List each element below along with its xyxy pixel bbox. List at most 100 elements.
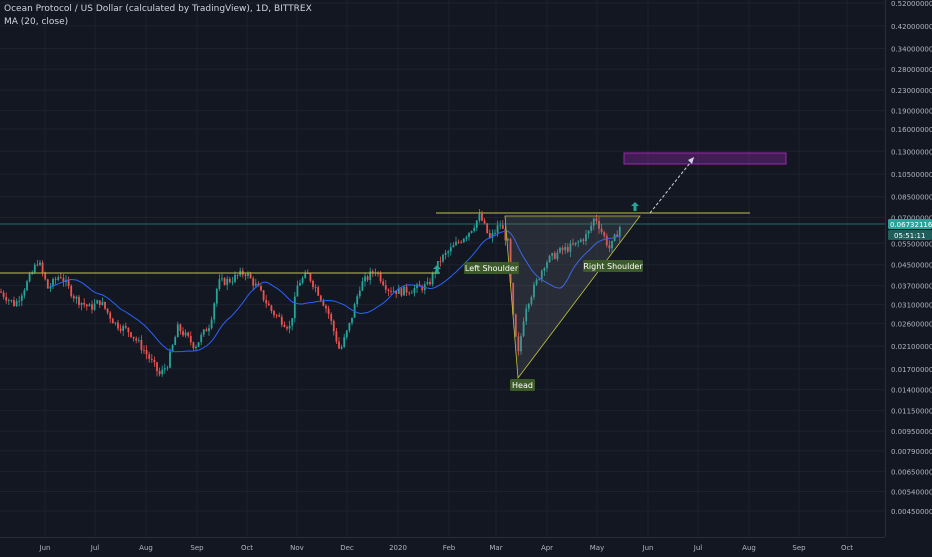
candle-body [208, 328, 210, 332]
time-tick-label: Jul [90, 544, 100, 552]
price-tick-label: 0.03700000 [891, 283, 932, 291]
candle-body [335, 331, 338, 342]
price-tick-label: 0.00950000 [891, 428, 932, 436]
head-label[interactable]: Head [510, 379, 535, 391]
candle-body [442, 254, 444, 262]
candle-body [176, 324, 179, 338]
candle-body [494, 232, 496, 234]
up-arrow-icon [631, 202, 639, 211]
candle-body [150, 358, 153, 360]
candle-body [592, 218, 595, 226]
candle-body [104, 301, 106, 309]
candle-body [514, 314, 517, 337]
ma-indicator-label[interactable]: MA (20, close) [4, 17, 69, 27]
candle-body [57, 277, 60, 280]
candle-body [98, 300, 101, 305]
time-tick-label: 2020 [389, 544, 407, 552]
candle-body [67, 280, 70, 286]
candle-body [283, 324, 286, 327]
moving-average-line [50, 230, 621, 353]
candle-body [439, 260, 442, 262]
time-axis-labels: Jun Jul Aug Sep Oct Nov Dec 2020 Feb Mar Apr May Jun… [39, 544, 854, 552]
candle-body [587, 230, 590, 234]
price-chart[interactable]: Left Shoulder Head Right Shoulder [0, 0, 885, 537]
candle-body [499, 225, 502, 226]
candle-body [202, 329, 205, 335]
candle-body [260, 286, 262, 291]
candle-body [465, 236, 468, 239]
candle-body [577, 241, 580, 243]
price-axis[interactable]: 0.52000000 0.42000000 0.34000000 0.28000000… [885, 0, 932, 537]
candle-body [127, 327, 130, 333]
price-tick-label: 0.00790000 [891, 448, 932, 456]
candle-body [41, 262, 44, 273]
countdown-text: 05:51:11 [894, 232, 925, 240]
candle-body [244, 274, 247, 276]
candle-body [62, 278, 65, 282]
candle-body [223, 278, 226, 285]
price-tick-label: 0.34000000 [891, 45, 932, 53]
candle-body [161, 369, 164, 375]
candle-body [538, 279, 541, 280]
candle-body [273, 311, 275, 316]
candle-body [78, 296, 80, 305]
candle-body [96, 300, 99, 304]
candle-body [135, 338, 138, 341]
candle-body [36, 264, 39, 266]
candle-body [15, 301, 18, 307]
candle-body [605, 235, 608, 246]
time-tick-label: Nov [290, 544, 304, 552]
candle-body [590, 225, 593, 231]
candle-body [486, 223, 489, 234]
candle-body [481, 213, 483, 221]
candle-body [54, 278, 57, 280]
candle-body [356, 296, 359, 305]
candle-body [371, 271, 374, 273]
candle-body [429, 281, 431, 285]
candle-body [522, 321, 525, 337]
candle-body [221, 278, 223, 280]
candle-body [145, 350, 148, 355]
candle-body [117, 322, 119, 329]
candle-body [449, 247, 452, 252]
candle-body [270, 305, 273, 312]
left-shoulder-label[interactable]: Left Shoulder [464, 262, 519, 274]
candle-body [527, 303, 530, 309]
candle-body [215, 288, 218, 304]
candle-body [18, 300, 21, 302]
candle-body [39, 262, 41, 266]
candle-body [286, 326, 288, 329]
symbol-title[interactable]: Ocean Protocol / US Dollar (calculated b… [4, 4, 312, 14]
candle-body [444, 252, 447, 255]
price-tick-label: 0.10500000 [891, 171, 932, 179]
candle-body [332, 320, 335, 332]
candle-body [491, 233, 494, 238]
candle-body [330, 314, 333, 321]
candle-body [345, 330, 348, 338]
candle-body [132, 336, 135, 339]
candle-body [351, 317, 353, 323]
candle-body [512, 282, 515, 315]
candle-body [561, 247, 564, 251]
candle-body [403, 286, 405, 296]
time-axis[interactable]: Jun Jul Aug Sep Oct Nov Dec 2020 Feb Mar Apr May Jun… [0, 537, 885, 552]
candle-body [551, 253, 554, 256]
price-tick-label: 0.00450000 [891, 508, 932, 516]
candle-body [26, 281, 28, 291]
right-shoulder-label[interactable]: Right Shoulder [583, 260, 643, 272]
candle-body [327, 308, 330, 315]
candle-body [109, 312, 112, 319]
pattern-triangle [504, 215, 641, 380]
candle-body [184, 332, 187, 336]
price-tick-label: 0.05500000 [891, 240, 932, 248]
candle-body [91, 304, 93, 310]
candle-body [408, 292, 411, 294]
chart-canvas[interactable]: Left Shoulder Head Right Shoulder Ocean Pr… [0, 0, 885, 537]
candle-body [288, 325, 291, 329]
candle-body [44, 272, 47, 280]
candle-body [137, 339, 140, 341]
price-tick-label: 0.01400000 [891, 387, 932, 395]
candle-body [166, 367, 169, 369]
candle-body [548, 255, 551, 263]
candle-body [252, 278, 255, 286]
